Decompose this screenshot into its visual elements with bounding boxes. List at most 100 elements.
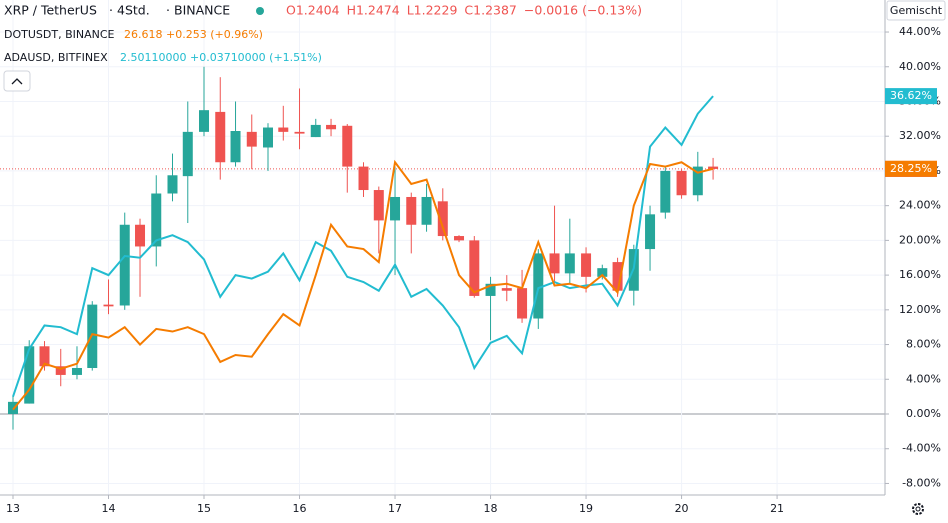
y-tick-label: -8.00% <box>902 476 941 489</box>
exchange: BINANCE <box>174 3 230 18</box>
y-tick-label: 44.00% <box>899 25 941 38</box>
x-tick-label: 16 <box>293 502 307 515</box>
price-tag <box>885 160 937 177</box>
candle-body <box>199 110 210 132</box>
candle-body <box>501 288 512 291</box>
candle-body <box>215 111 226 163</box>
candle-body <box>708 166 719 169</box>
y-tick-label: 12.00% <box>899 303 941 316</box>
scale-button[interactable] <box>886 0 946 21</box>
candle-body <box>533 253 544 319</box>
x-tick-label: 17 <box>388 502 402 515</box>
ohlc-value: C1.2387 <box>464 3 516 18</box>
candle-body <box>421 196 432 225</box>
candle-body <box>390 196 401 221</box>
scale-button-label[interactable]: Gemischt <box>890 4 943 17</box>
candle-body <box>39 346 50 367</box>
ohlc-value: H1.2474 <box>347 3 400 18</box>
candle-body <box>103 304 114 307</box>
line-series <box>12 159 714 411</box>
candle-body <box>437 201 448 237</box>
settings[interactable] <box>912 503 924 515</box>
candle-body <box>278 127 289 132</box>
sep: · <box>166 3 170 18</box>
x-tick-label: 14 <box>101 502 115 515</box>
candle-body <box>373 190 384 221</box>
candle-body <box>55 366 66 375</box>
status-dot <box>256 7 264 15</box>
candle-body <box>263 127 274 148</box>
legend-name: ADAUSD, BITFINEX <box>4 51 108 64</box>
y-tick-label: -4.00% <box>902 442 941 455</box>
legend-value: 2.50110000 +0.03710000 (+1.51%) <box>120 51 322 64</box>
candle-body <box>230 130 241 163</box>
ohlc-value: O1.2404 <box>286 3 340 18</box>
legend-value: 26.618 +0.253 (+0.96%) <box>124 28 263 41</box>
candle-body <box>358 166 369 191</box>
candle-body <box>517 288 528 319</box>
header: XRP / TetherUS 4Std. BINANCE · · O1.2404… <box>3 3 642 92</box>
ohlc-value: L1.2229 <box>407 3 458 18</box>
candle-body <box>581 253 592 277</box>
candle-body <box>7 401 18 415</box>
candle-body <box>326 124 337 130</box>
grid <box>0 0 885 495</box>
price-tag <box>885 88 937 105</box>
x-tick-label: 20 <box>675 502 689 515</box>
x-tick-label: 19 <box>579 502 593 515</box>
candle-body <box>454 236 465 241</box>
y-tick-label: 32.00% <box>899 129 941 142</box>
candle-body <box>294 131 305 134</box>
price-tag-label: 36.62% <box>890 89 932 102</box>
candle-body <box>645 214 656 250</box>
candle-body <box>310 124 321 138</box>
candle-body <box>597 268 608 277</box>
candle-body <box>676 170 687 196</box>
sep: · <box>109 3 113 18</box>
ohlc-value: −0.0016 (−0.13%) <box>524 3 642 18</box>
candle-body <box>167 175 178 194</box>
y-tick-label: 24.00% <box>899 199 941 212</box>
candle-body <box>246 131 257 147</box>
candle-body <box>151 193 162 247</box>
y-tick-label: 4.00% <box>906 372 941 385</box>
x-tick-label: 15 <box>197 502 211 515</box>
candle-body <box>564 253 575 274</box>
candle-body <box>612 262 623 291</box>
candle-body <box>406 196 417 225</box>
candle-body <box>119 224 130 306</box>
candle-body <box>24 346 35 404</box>
candle-body <box>342 125 353 167</box>
line-series <box>12 95 714 397</box>
settings-icon[interactable] <box>912 503 924 515</box>
interval: 4Std. <box>117 3 150 18</box>
price-tag-label: 28.25% <box>890 162 932 175</box>
x-tick-label: 18 <box>484 502 498 515</box>
candle-body <box>660 170 671 213</box>
y-tick-label: 0.00% <box>906 407 941 420</box>
y-tick-label: 16.00% <box>899 268 941 281</box>
settings-icon[interactable] <box>915 506 921 512</box>
y-tick-label: 40.00% <box>899 60 941 73</box>
x-tick-label: 13 <box>6 502 20 515</box>
collapse-icon <box>11 78 23 85</box>
plot <box>0 66 885 430</box>
x-tick-label: 21 <box>770 502 784 515</box>
candle-body <box>182 131 193 177</box>
candle-body <box>469 240 480 296</box>
ohlc: O1.2404 H1.2474 L1.2229 C1.2387 −0.0016 (−0.… <box>286 3 642 18</box>
y-tick-label: 20.00% <box>899 233 941 246</box>
candle-body <box>549 253 560 274</box>
candle-body <box>692 166 703 196</box>
axis-labels: 44.00%40.00%36.00%32.00%28.00%24.00%20.0… <box>6 25 941 515</box>
price-axis <box>885 0 948 523</box>
legend-name: DOTUSDT, BINANCE <box>4 28 115 41</box>
candle-body <box>485 283 496 296</box>
candle-body <box>135 224 146 247</box>
symbol: XRP / TetherUS <box>4 3 97 18</box>
y-tick-label: 8.00% <box>906 338 941 351</box>
collapse-button[interactable] <box>3 70 31 92</box>
candle-body <box>71 367 82 375</box>
